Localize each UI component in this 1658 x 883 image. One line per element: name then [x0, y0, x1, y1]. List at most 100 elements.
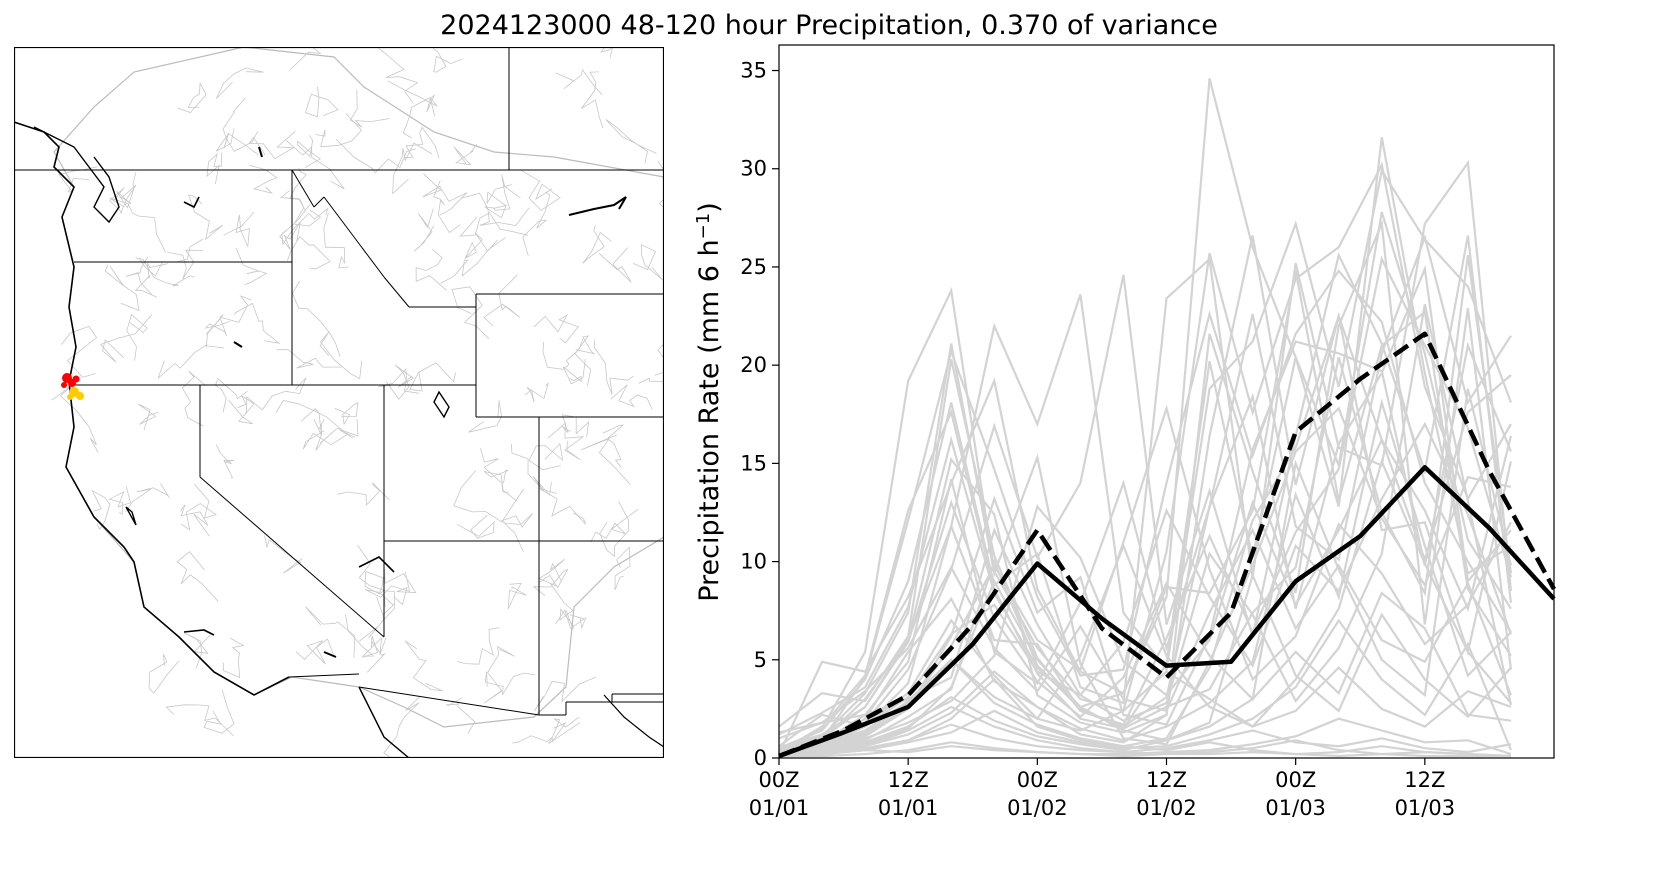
lake [433, 390, 450, 419]
basin-boundary-line [204, 317, 230, 336]
x-tick-label-date: 01/01 [749, 796, 810, 820]
basin-boundary-line [433, 180, 461, 234]
basin-boundaries [51, 47, 664, 758]
basin-boundary-line [453, 144, 478, 166]
basin-boundary-line [387, 80, 438, 113]
basin-boundary-line [524, 382, 549, 403]
basin-boundary-line [337, 482, 390, 506]
basin-map [14, 47, 664, 758]
state-borders [14, 47, 664, 716]
y-tick-label: 25 [740, 255, 767, 279]
basin-boundary-line [215, 67, 264, 99]
basin-boundary-line [104, 264, 140, 312]
lake [233, 341, 243, 348]
basin-boundary-line [180, 483, 217, 531]
basin-boundary-line [605, 118, 657, 164]
ensemble-member-line [778, 398, 1512, 758]
puget-sound [33, 126, 120, 224]
basin-boundary-line [522, 191, 551, 256]
basin-boundary-line [507, 582, 527, 610]
basin-boundary-line [440, 237, 506, 284]
basin-boundary-line [176, 551, 219, 602]
basin-boundary-line [126, 313, 148, 361]
basin-boundary-line [521, 170, 561, 211]
basin-boundary-line [295, 638, 334, 665]
basin-boundary-line [598, 247, 632, 283]
basin-boundary-line [483, 274, 521, 327]
ensemble-lines [778, 78, 1513, 758]
basin-boundary-line [323, 213, 349, 269]
basin-boundary-line [345, 614, 387, 657]
x-tick-label-date: 01/01 [878, 796, 939, 820]
basin-boundary-line [233, 302, 281, 344]
basin-boundary-line [300, 408, 325, 436]
basin-boundary-line [246, 377, 307, 414]
x-tick-label-date: 01/02 [1136, 796, 1197, 820]
x-tick-label-date: 01/02 [1007, 796, 1068, 820]
basin-boundary-line [264, 535, 303, 574]
lake [258, 146, 263, 158]
basin-boundary-line [383, 568, 417, 606]
basin-boundary-line [184, 632, 211, 669]
y-tick-label: 30 [740, 157, 767, 181]
basin-boundary-line [177, 81, 207, 114]
basin-boundary-line [361, 635, 386, 673]
basin-boundary-line [582, 225, 612, 264]
baja-coast [358, 686, 410, 758]
basin-boundary-line [134, 262, 168, 298]
basin-boundary-line [512, 722, 567, 744]
basin-boundary-line [281, 207, 329, 246]
basin-boundary-line [402, 97, 435, 139]
basin-boundary-line [550, 583, 574, 631]
basin-highlight-red [72, 375, 80, 383]
basin-boundary-line [165, 704, 234, 737]
basin-boundary-line [457, 627, 500, 665]
y-axis-label: Precipitation Rate (mm 6 h−1) [693, 202, 725, 602]
basin-boundary-line [385, 364, 414, 400]
x-tick-label-date: 01/03 [1395, 796, 1456, 820]
basin-boundary-line [480, 447, 509, 494]
basin-boundary-line [528, 442, 564, 471]
basin-boundary-line [279, 203, 311, 251]
basin-boundary-line [555, 68, 603, 96]
ensemble-member-line [778, 211, 1512, 754]
basin-boundary-line [614, 546, 631, 591]
lake [125, 506, 137, 526]
basin-boundary-line [533, 314, 579, 344]
basin-boundary-line [276, 349, 342, 369]
basin-boundary-line [157, 343, 225, 379]
basin-boundary-line [602, 424, 624, 468]
basin-boundary-line [413, 208, 435, 252]
basin-boundary-line [187, 194, 224, 241]
ensemble-member-line [778, 78, 1512, 736]
basin-highlight-red [61, 382, 67, 388]
y-tick-label: 15 [740, 451, 767, 475]
basin-boundary-line [358, 597, 396, 642]
basin-boundary-line [459, 212, 529, 237]
ensemble-member-line [778, 527, 1512, 740]
lake [183, 196, 200, 209]
ensemble-member-line [779, 723, 1512, 756]
mexico-shore [603, 694, 664, 748]
ensemble-member-line [778, 235, 1512, 758]
lake [358, 556, 395, 573]
basin-boundary-line [464, 232, 498, 259]
basin-boundary-line [296, 135, 322, 168]
basin-boundary-line [501, 513, 533, 553]
basin-boundary-line [305, 606, 356, 659]
basin-boundary-line [135, 257, 195, 287]
basin-boundary-line [456, 514, 495, 539]
ensemble-member-line [778, 340, 1512, 758]
basin-boundary-line [383, 696, 421, 758]
basin-boundary-line [125, 483, 170, 513]
basin-boundary-line [248, 130, 296, 160]
y-tick-label: 0 [754, 746, 767, 770]
highlighted-basins [61, 373, 84, 400]
x-tick-label-time: 00Z [1017, 768, 1058, 792]
basin-boundary-line [285, 140, 345, 190]
basin-boundary-line [365, 571, 411, 606]
basin-boundary-line [600, 47, 614, 58]
basin-boundary-line [658, 197, 664, 207]
basin-boundary-line [319, 331, 363, 380]
ensemble-member-line [778, 591, 1512, 756]
